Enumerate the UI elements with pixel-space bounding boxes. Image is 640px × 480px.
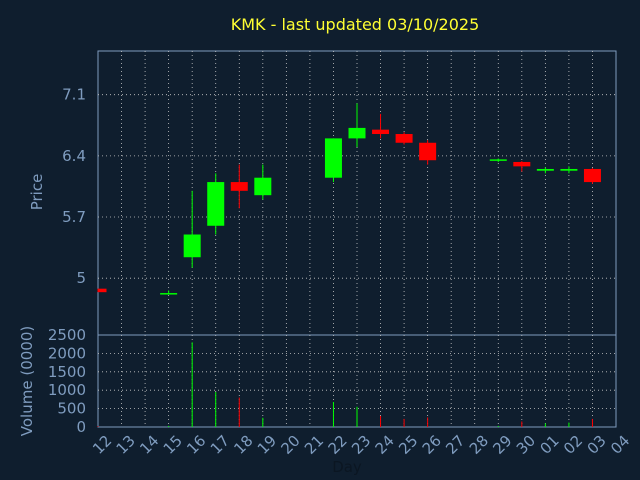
volume-tick-label: 500 xyxy=(57,400,86,418)
candle-body xyxy=(372,129,390,135)
volume-tick-label: 1500 xyxy=(48,363,86,381)
candle-body xyxy=(207,182,225,226)
volume-tick-label: 0 xyxy=(76,418,86,436)
candle-body xyxy=(98,288,107,293)
candle-body xyxy=(489,159,507,161)
price-panel: 5 5.7 6.4 7.1 xyxy=(62,50,617,336)
candle-body xyxy=(560,168,578,171)
candle-body xyxy=(536,168,554,171)
candle-body xyxy=(348,127,366,139)
candle-body xyxy=(160,293,178,295)
chart-title: KMK - last updated 03/10/2025 xyxy=(231,15,480,34)
candle-body xyxy=(254,177,272,196)
volume-tick-label: 1000 xyxy=(48,381,86,399)
price-axis-label: Price xyxy=(28,174,46,211)
x-axis-label: Day xyxy=(332,458,362,476)
candle-body xyxy=(395,134,413,143)
candle-body xyxy=(324,138,342,178)
x-tick-labels: 1213141516171819202122232425262728293001… xyxy=(89,432,633,458)
price-tick-label: 7.1 xyxy=(62,86,86,104)
candle-body xyxy=(230,182,248,191)
price-tick-label: 6.4 xyxy=(62,147,86,165)
price-tick-label: 5.7 xyxy=(62,208,86,226)
candle-body xyxy=(183,234,201,258)
price-tick-label: 5 xyxy=(76,269,86,287)
volume-tick-label: 2000 xyxy=(48,344,86,362)
candle-body xyxy=(419,142,437,161)
volume-tick-label: 2500 xyxy=(48,326,86,344)
candle-body xyxy=(513,161,531,167)
candle-body xyxy=(583,168,601,183)
volume-axis-label: Volume (0000) xyxy=(18,326,36,436)
